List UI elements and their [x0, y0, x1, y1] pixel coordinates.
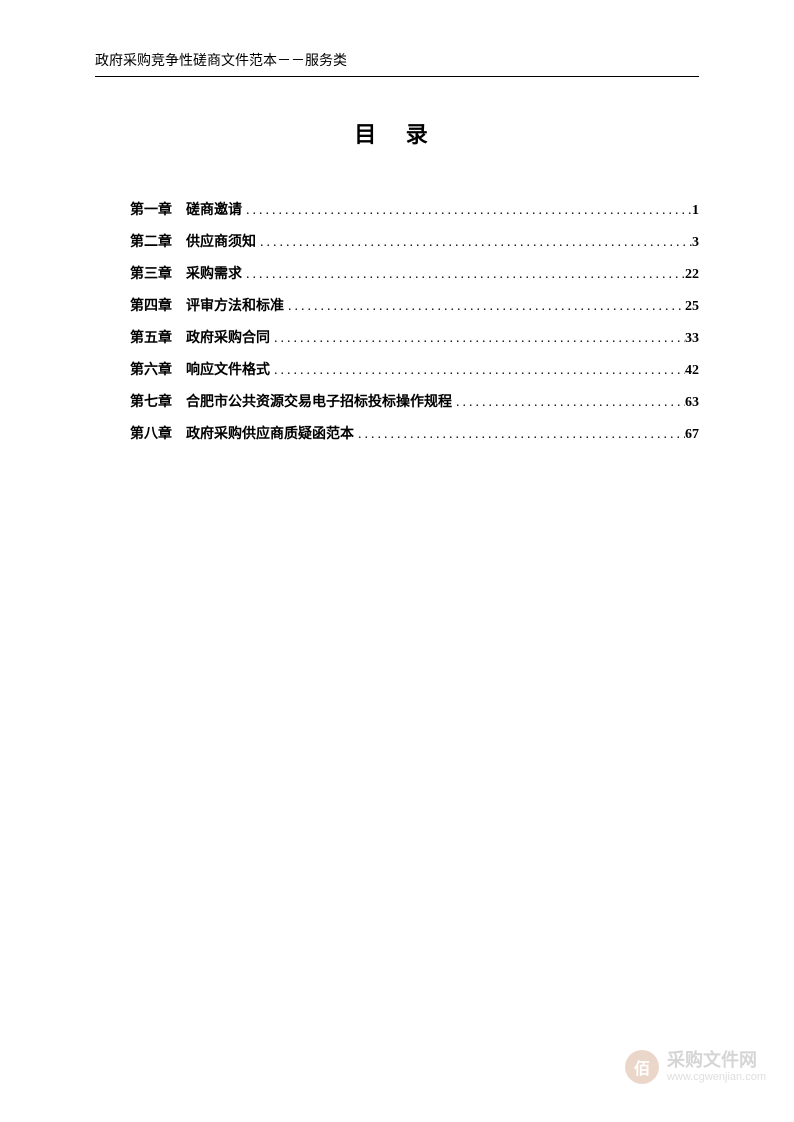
dot-leader [284, 299, 685, 315]
dot-leader [270, 331, 685, 347]
page-number: 33 [685, 331, 699, 347]
chapter-label: 第二章 [130, 231, 172, 251]
chapter-label: 第五章 [130, 327, 172, 347]
toc-item: 第二章 供应商须知 3 [130, 231, 699, 251]
watermark-icon: 佰 [625, 1050, 659, 1084]
watermark-url: www.cgwenjian.com [667, 1071, 766, 1083]
document-page: 政府采购竞争性磋商文件范本－－服务类 目 录 第一章 磋商邀请 1 第二章 供应… [0, 0, 794, 505]
chapter-title: 采购需求 [186, 263, 242, 283]
page-number: 25 [685, 299, 699, 315]
chapter-title: 磋商邀请 [186, 199, 242, 219]
toc-item: 第八章 政府采购供应商质疑函范本 67 [130, 423, 699, 443]
chapter-title: 响应文件格式 [186, 359, 270, 379]
watermark: 佰 采购文件网 www.cgwenjian.com [625, 1050, 766, 1084]
dot-leader [354, 427, 685, 443]
page-number: 3 [692, 235, 699, 251]
toc-item: 第六章 响应文件格式 42 [130, 359, 699, 379]
chapter-title: 合肥市公共资源交易电子招标投标操作规程 [186, 391, 452, 411]
toc-item: 第一章 磋商邀请 1 [130, 199, 699, 219]
page-number: 42 [685, 363, 699, 379]
page-number: 63 [685, 395, 699, 411]
page-number: 22 [685, 267, 699, 283]
toc-list: 第一章 磋商邀请 1 第二章 供应商须知 3 第三章 采购需求 22 第四章 评… [95, 199, 699, 443]
page-number: 67 [685, 427, 699, 443]
dot-leader [270, 363, 685, 379]
chapter-title: 评审方法和标准 [186, 295, 284, 315]
toc-title: 目 录 [95, 117, 699, 149]
dot-leader [242, 203, 692, 219]
chapter-label: 第四章 [130, 295, 172, 315]
watermark-text: 采购文件网 www.cgwenjian.com [667, 1051, 766, 1083]
toc-item: 第三章 采购需求 22 [130, 263, 699, 283]
chapter-label: 第六章 [130, 359, 172, 379]
toc-item: 第四章 评审方法和标准 25 [130, 295, 699, 315]
chapter-label: 第三章 [130, 263, 172, 283]
dot-leader [242, 267, 685, 283]
watermark-name: 采购文件网 [667, 1051, 766, 1071]
page-number: 1 [692, 203, 699, 219]
chapter-label: 第一章 [130, 199, 172, 219]
chapter-label: 第七章 [130, 391, 172, 411]
toc-item: 第五章 政府采购合同 33 [130, 327, 699, 347]
dot-leader [452, 395, 685, 411]
dot-leader [256, 235, 692, 251]
page-header: 政府采购竞争性磋商文件范本－－服务类 [95, 50, 699, 77]
chapter-label: 第八章 [130, 423, 172, 443]
chapter-title: 政府采购供应商质疑函范本 [186, 423, 354, 443]
chapter-title: 供应商须知 [186, 231, 256, 251]
chapter-title: 政府采购合同 [186, 327, 270, 347]
toc-item: 第七章 合肥市公共资源交易电子招标投标操作规程 63 [130, 391, 699, 411]
